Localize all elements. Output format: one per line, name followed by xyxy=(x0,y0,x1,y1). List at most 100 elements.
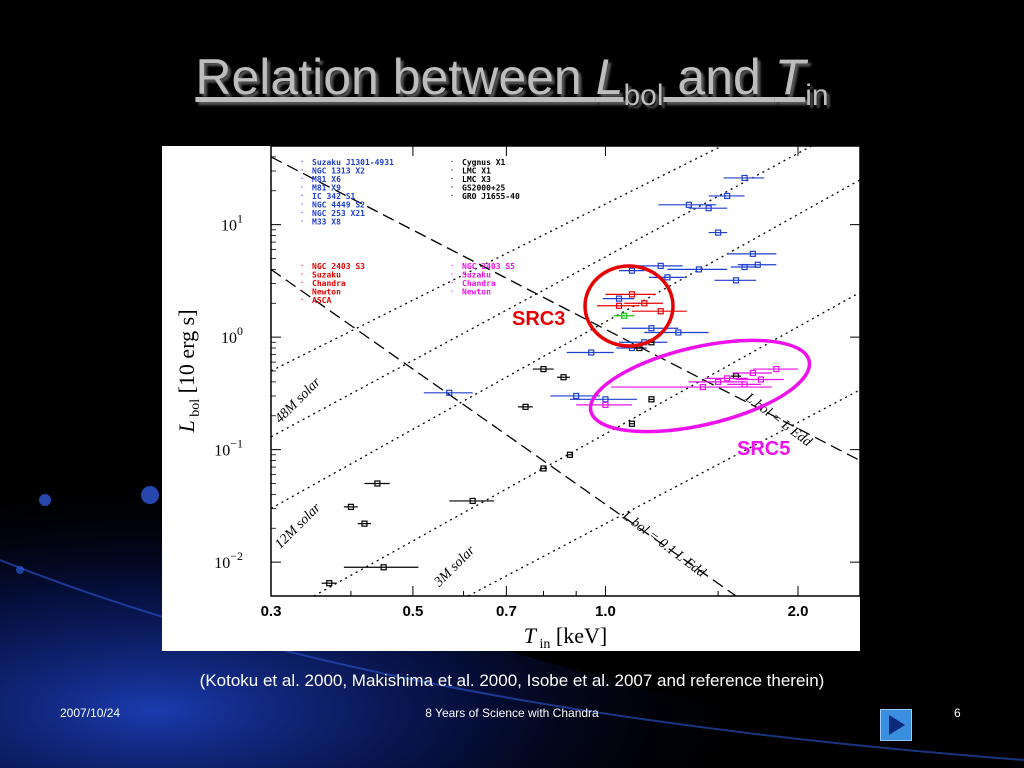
legend-entry: Newton xyxy=(312,288,341,297)
data-point xyxy=(749,369,756,377)
legend-marker: · xyxy=(300,166,305,175)
x-tick-label: 0.3 xyxy=(261,603,282,620)
legend-marker: · xyxy=(450,287,455,296)
legend-marker: · xyxy=(450,157,455,166)
data-point xyxy=(705,205,712,212)
data-point xyxy=(374,480,381,487)
lbol-tin-chart: 0.3 0.5 0.7 1.0 2.0 10−2 10−1 100 101 T in [keV] L… xyxy=(174,146,860,651)
legend-entry: M81 X6 xyxy=(312,175,341,184)
data-point xyxy=(361,520,368,527)
data-point xyxy=(588,349,595,356)
src3-ring xyxy=(583,264,675,348)
data-point xyxy=(773,365,780,373)
data-point xyxy=(615,302,623,309)
data-point xyxy=(648,396,655,403)
legend-entry: Suzaku xyxy=(312,271,341,280)
legend-marker: · xyxy=(450,278,455,287)
legend-entry: Newton xyxy=(462,288,491,297)
legend-entry: NGC 2403 S5 xyxy=(462,262,515,271)
y-tick-label: 101 xyxy=(221,212,243,235)
legend-marker: · xyxy=(450,270,455,279)
data-point xyxy=(522,403,529,410)
eddington-line xyxy=(271,268,737,596)
data-point xyxy=(675,329,682,336)
legend-entry: M81 X9 xyxy=(312,184,341,193)
legend-entry: Suzaku J1301-4931 xyxy=(312,158,394,167)
data-point xyxy=(641,300,648,307)
mass-line xyxy=(313,291,860,596)
reference-line-label: 12M solar xyxy=(272,500,324,552)
data-point xyxy=(714,229,722,236)
legend-entry: Chandra xyxy=(312,279,346,288)
y-tick-label: 10−2 xyxy=(214,549,243,572)
legend-entry: IC 342 S1 xyxy=(312,192,356,201)
title-l-subscript: bol xyxy=(623,79,664,112)
legend-entry: ASCA xyxy=(312,296,331,305)
data-point xyxy=(757,376,765,383)
legend-marker: · xyxy=(300,208,305,217)
data-point xyxy=(540,465,547,472)
legend-marker: · xyxy=(300,295,305,304)
data-point xyxy=(648,325,655,332)
eddington-line xyxy=(271,156,860,462)
legend-marker: · xyxy=(300,287,305,296)
legend-entry: GS2000+25 xyxy=(462,184,506,193)
data-point xyxy=(326,580,333,587)
data-point xyxy=(714,378,722,386)
legend-marker: · xyxy=(300,157,305,166)
data-point xyxy=(724,375,731,382)
legend-marker: · xyxy=(300,183,305,192)
legend-entry: LMC X1 xyxy=(462,167,491,176)
reference-line-label: 3M solar xyxy=(431,543,479,591)
legend-marker: · xyxy=(450,166,455,175)
data-point xyxy=(657,262,664,269)
data-point xyxy=(621,312,628,319)
y-axis-label: L bol [10 erg s] xyxy=(174,309,203,433)
data-point xyxy=(347,503,355,510)
x-axis-label: T in [keV] xyxy=(524,623,607,651)
data-point xyxy=(699,383,706,391)
x-tick-label: 0.7 xyxy=(496,603,517,620)
page-number: 6 xyxy=(954,706,961,720)
legend-marker: · xyxy=(300,174,305,183)
data-point xyxy=(695,266,703,273)
data-point xyxy=(657,308,664,315)
data-point xyxy=(380,564,387,571)
data-point xyxy=(628,420,636,427)
x-tick-label: 0.5 xyxy=(402,603,423,620)
reference-line-label: L bol = 0.1 L Edd xyxy=(618,508,708,581)
src5-label: SRC5 xyxy=(737,438,791,460)
citation: (Kotoku et al. 2000, Makishima et al. 20… xyxy=(199,671,825,690)
legend-entry: GRO J1655-40 xyxy=(462,192,520,201)
legend-entry: Cygnus X1 xyxy=(462,158,506,167)
data-point xyxy=(749,250,756,257)
data-point xyxy=(732,277,740,284)
data-point xyxy=(741,174,748,182)
src3-label: SRC3 xyxy=(512,308,566,330)
footer-date: 2007/10/24 xyxy=(60,706,121,720)
src5-ring xyxy=(588,338,812,434)
legend-entry: NGC 1313 X2 xyxy=(312,167,365,176)
legend-marker: · xyxy=(300,270,305,279)
next-slide-button[interactable] xyxy=(880,709,912,741)
data-point xyxy=(602,401,609,408)
reference-line-label: 48M solar xyxy=(272,375,324,427)
title-t-symbol: T xyxy=(774,49,806,105)
data-point xyxy=(560,374,567,381)
x-tick-label: 2.0 xyxy=(788,603,809,620)
legend-entry: Suzaku xyxy=(462,271,491,280)
title-l-symbol: L xyxy=(595,49,624,105)
mass-line xyxy=(271,146,812,438)
legend-entry: LMC X3 xyxy=(462,175,491,184)
play-arrow-icon xyxy=(889,715,905,735)
data-point xyxy=(540,365,547,373)
title-text: Relation between xyxy=(195,49,596,105)
y-tick-label: 10−1 xyxy=(214,437,243,460)
data-point xyxy=(615,295,623,302)
x-tick-label: 1.0 xyxy=(595,603,616,620)
legend-marker: · xyxy=(300,200,305,209)
legend-entry: NGC 2403 S3 xyxy=(312,262,365,271)
figure-panel: 0.3 0.5 0.7 1.0 2.0 10−2 10−1 100 101 T in [keV] L… xyxy=(162,146,860,651)
legend-marker: · xyxy=(300,261,305,270)
data-point xyxy=(724,192,731,200)
